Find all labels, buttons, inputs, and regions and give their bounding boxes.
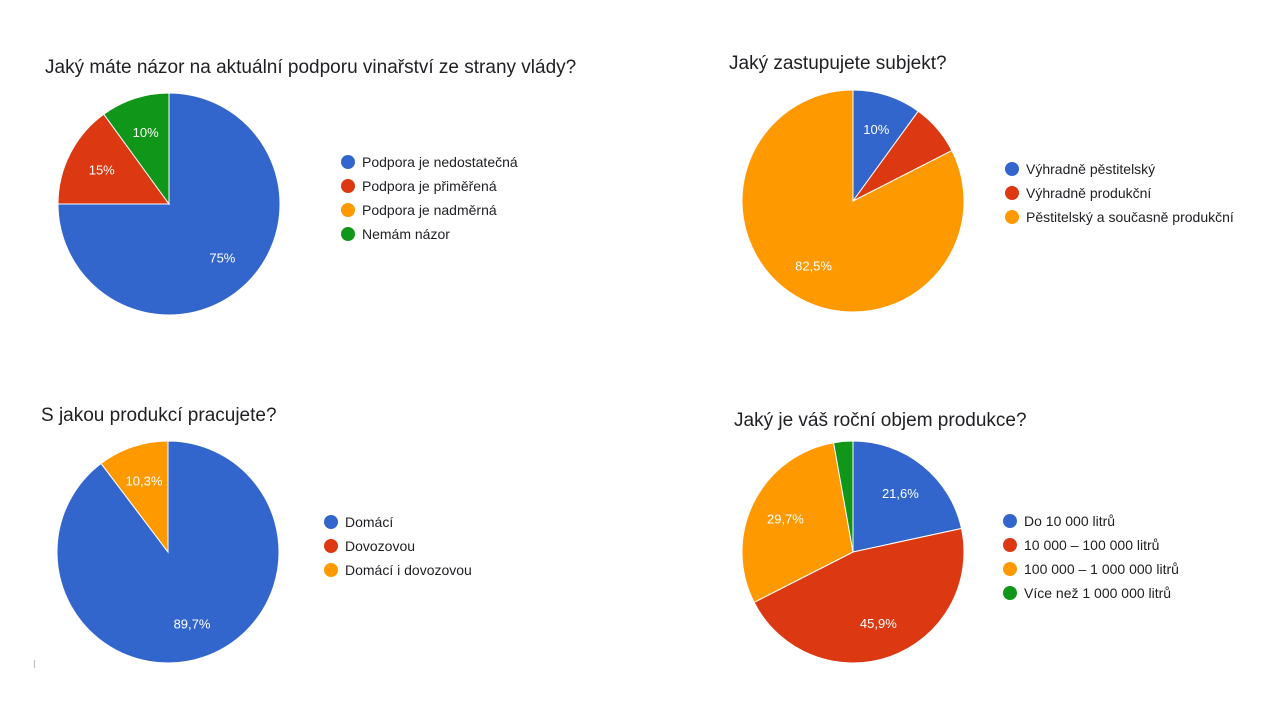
legend-item-podpora-je-nadmerna: Podpora je nadměrná xyxy=(341,198,518,222)
legend-label: 100 000 – 1 000 000 litrů xyxy=(1024,561,1179,577)
legend-swatch xyxy=(324,515,338,529)
legend-label: Pěstitelský a současně produkční xyxy=(1026,209,1234,225)
legend-item-vice-nez-1-000-000-litru: Více než 1 000 000 litrů xyxy=(1003,581,1179,605)
chart-title: S jakou produkcí pracujete? xyxy=(41,405,277,426)
slice-label-do-10-000-litru: 21,6% xyxy=(882,486,919,501)
pie-slice-podpora-je-primerena xyxy=(57,113,170,205)
legend-swatch xyxy=(341,155,355,169)
pie-chart: 89,7% 10,3% xyxy=(56,440,280,664)
legend-item-vyhradne-pestitelsky: Výhradně pěstitelský xyxy=(1005,157,1234,181)
slice-label-100-000-1-000-000-litru: 29,7% xyxy=(767,511,804,526)
legend-item-100-000-1-000-000-litru: 100 000 – 1 000 000 litrů xyxy=(1003,557,1179,581)
pie-slice-100-000-1-000-000-litru xyxy=(741,442,854,604)
legend-swatch xyxy=(1003,586,1017,600)
pie-slice-nemam-nazor xyxy=(103,92,170,206)
legend-swatch xyxy=(324,563,338,577)
legend-item-podpora-je-nedostatecna: Podpora je nedostatečná xyxy=(341,150,518,174)
legend-label: Nemám názor xyxy=(362,226,450,242)
legend-item-dovozovou: Dovozovou xyxy=(324,534,472,558)
slice-label-vyhradne-pestitelsky: 10% xyxy=(863,122,889,137)
legend-label: 10 000 – 100 000 litrů xyxy=(1024,537,1160,553)
legend-label: Podpora je nadměrná xyxy=(362,202,497,218)
legend-swatch xyxy=(1003,514,1017,528)
legend-label: Více než 1 000 000 litrů xyxy=(1024,585,1172,601)
legend-swatch xyxy=(341,227,355,241)
legend-label: Výhradně produkční xyxy=(1026,185,1152,201)
pie-slice-10-000-100-000-litru xyxy=(753,527,965,664)
pie-slice-pestitelsky-a-soucasne-produkcni xyxy=(741,89,965,313)
legend-swatch xyxy=(1005,186,1019,200)
legend-swatch xyxy=(341,203,355,217)
axis-tick-decoration xyxy=(34,660,35,668)
chart-legend: Výhradně pěstitelský Výhradně produkční Pě… xyxy=(1005,157,1234,229)
legend-item-domaci: Domácí xyxy=(324,510,472,534)
chart-legend: Do 10 000 litrů 10 000 – 100 000 litrů 100… xyxy=(1003,509,1179,605)
legend-label: Výhradně pěstitelský xyxy=(1026,161,1156,177)
slice-label-podpora-je-nedostatecna: 75% xyxy=(209,250,235,265)
slice-label-nemam-nazor: 10% xyxy=(133,125,159,140)
legend-label: Domácí xyxy=(345,514,394,530)
legend-swatch xyxy=(1005,210,1019,224)
legend-item-podpora-je-primerena: Podpora je přiměřená xyxy=(341,174,518,198)
pie-slice-domaci-i-dovozovou xyxy=(100,440,169,554)
slice-label-domaci: 89,7% xyxy=(174,617,211,632)
legend-swatch xyxy=(1003,538,1017,552)
slice-label-podpora-je-primerena: 15% xyxy=(89,163,115,178)
pie-slice-vice-nez-1-000-000-litru xyxy=(832,440,854,553)
legend-swatch xyxy=(341,179,355,193)
pie-chart: 10% 82,5% xyxy=(741,89,965,313)
legend-label: Domácí i dovozovou xyxy=(345,562,472,578)
legend-swatch xyxy=(1005,162,1019,176)
legend-swatch xyxy=(1003,562,1017,576)
legend-item-nemam-nazor: Nemám názor xyxy=(341,222,518,246)
legend-label: Do 10 000 litrů xyxy=(1024,513,1116,529)
chart-title: Jaký máte názor na aktuální podporu vina… xyxy=(45,57,577,78)
legend-item-pestitelsky-a-soucasne-produkcni: Pěstitelský a současně produkční xyxy=(1005,205,1234,229)
legend-swatch xyxy=(324,539,338,553)
legend-item-vyhradne-produkcni: Výhradně produkční xyxy=(1005,181,1234,205)
slice-label-domaci-i-dovozovou: 10,3% xyxy=(126,473,163,488)
chart-title: Jaký je váš roční objem produkce? xyxy=(734,410,1027,431)
pie-slice-do-10-000-litru xyxy=(852,440,963,553)
legend-item-domaci-i-dovozovou: Domácí i dovozovou xyxy=(324,558,472,582)
chart-legend: Podpora je nedostatečná Podpora je přiměř… xyxy=(341,150,518,246)
chart-title: Jaký zastupujete subjekt? xyxy=(729,53,947,74)
legend-label: Podpora je nedostatečná xyxy=(362,154,518,170)
slice-label-10-000-100-000-litru: 45,9% xyxy=(860,616,897,631)
pie-chart: 21,6% 45,9% 29,7% xyxy=(741,440,965,664)
legend-item-10-000-100-000-litru: 10 000 – 100 000 litrů xyxy=(1003,533,1179,557)
pie-chart: 75% 15% 10% xyxy=(57,92,281,316)
slice-label-pestitelsky-a-soucasne-produkcni: 82,5% xyxy=(795,258,832,273)
legend-item-do-10-000-litru: Do 10 000 litrů xyxy=(1003,509,1179,533)
legend-label: Podpora je přiměřená xyxy=(362,178,497,194)
chart-legend: Domácí Dovozovou Domácí i dovozovou xyxy=(324,510,472,582)
legend-label: Dovozovou xyxy=(345,538,416,554)
